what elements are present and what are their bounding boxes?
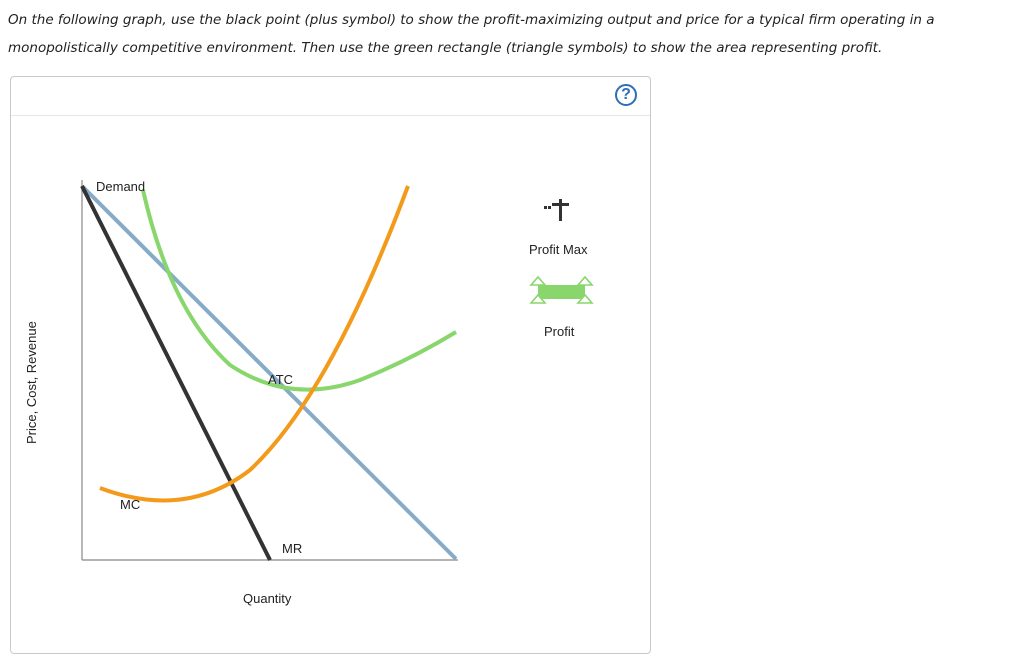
demand-label: Demand xyxy=(96,179,145,194)
mr-curve xyxy=(80,185,272,561)
x-axis-label: Quantity xyxy=(243,591,292,606)
mc-label: MC xyxy=(120,497,140,512)
profit-label: Profit xyxy=(544,324,575,339)
profit-tool[interactable]: Profit xyxy=(529,275,594,339)
atc-label: ATC xyxy=(268,372,293,387)
plus-point-icon[interactable] xyxy=(544,199,569,221)
graph-panel: ? xyxy=(10,76,651,654)
profit-max-label: Profit Max xyxy=(529,242,588,257)
demand-curve xyxy=(80,184,458,561)
mr-label: MR xyxy=(282,541,302,556)
help-button[interactable]: ? xyxy=(615,84,637,106)
profit-max-tool[interactable]: Profit Max xyxy=(529,199,588,257)
y-axis-label: Price, Cost, Revenue xyxy=(24,321,39,444)
mc-curve xyxy=(99,185,410,503)
question-circle-icon: ? xyxy=(621,86,631,103)
green-rectangle-icon[interactable] xyxy=(529,275,594,304)
panel-divider xyxy=(11,115,650,116)
instructions: On the following graph, use the black po… xyxy=(8,12,935,56)
atc-curve xyxy=(141,189,458,392)
